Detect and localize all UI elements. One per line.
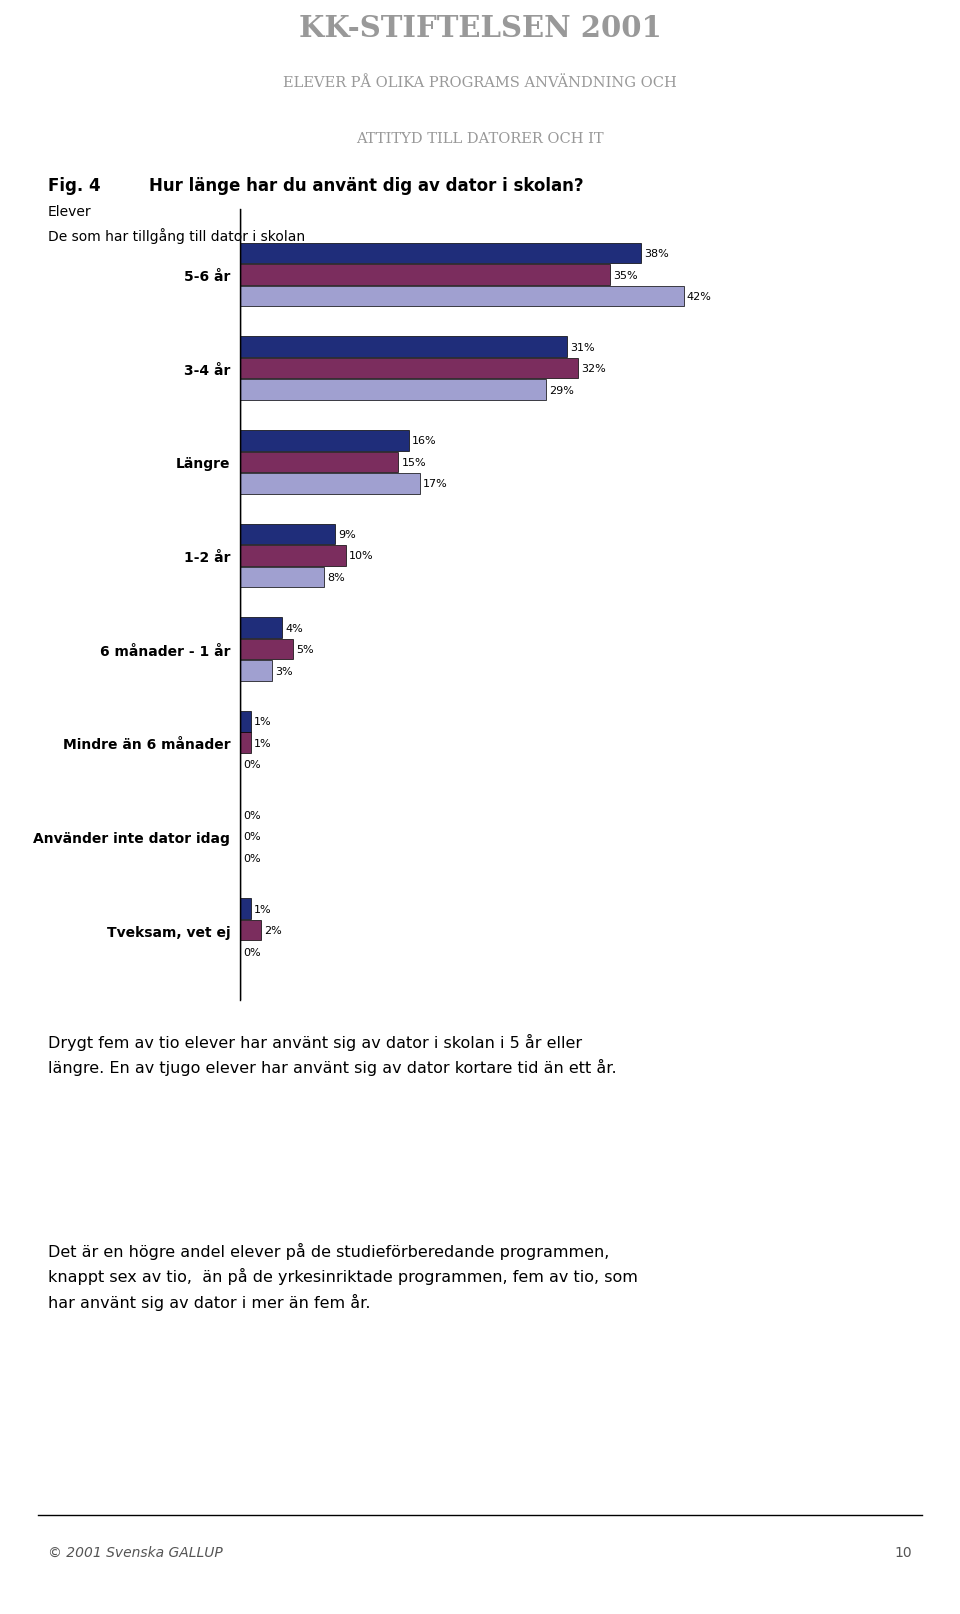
Text: 38%: 38%	[644, 249, 669, 258]
Text: 0%: 0%	[243, 854, 261, 863]
Bar	[240, 733, 251, 754]
Text: 0%: 0%	[243, 831, 261, 843]
Text: KK-STIFTELSEN 2001: KK-STIFTELSEN 2001	[299, 13, 661, 42]
Bar	[240, 920, 261, 941]
Text: Drygt fem av tio elever har använt sig av dator i skolan i 5 år eller
längre. En: Drygt fem av tio elever har använt sig a…	[48, 1033, 616, 1075]
Bar	[240, 452, 398, 473]
Bar	[240, 568, 324, 587]
Text: 42%: 42%	[686, 292, 711, 302]
Bar	[240, 662, 272, 681]
Text: 0%: 0%	[243, 810, 261, 820]
Text: © 2001 Svenska GALLUP: © 2001 Svenska GALLUP	[48, 1545, 223, 1559]
Bar	[240, 712, 251, 733]
Text: Hur länge har du använt dig av dator i skolan?: Hur länge har du använt dig av dator i s…	[149, 176, 584, 194]
Text: ELEVER PÅ OLIKA PROGRAMS ANVÄNDNING OCH: ELEVER PÅ OLIKA PROGRAMS ANVÄNDNING OCH	[283, 76, 677, 90]
Text: Fig. 4: Fig. 4	[48, 176, 101, 194]
Text: 3%: 3%	[275, 667, 293, 676]
Text: 17%: 17%	[422, 479, 447, 489]
Text: 0%: 0%	[243, 760, 261, 770]
Text: Det är en högre andel elever på de studieförberedande programmen,
knappt sex av : Det är en högre andel elever på de studi…	[48, 1243, 637, 1311]
Bar	[240, 381, 546, 400]
Text: 1%: 1%	[253, 717, 272, 726]
Text: 32%: 32%	[581, 363, 606, 374]
Text: 2%: 2%	[264, 925, 282, 936]
Text: 8%: 8%	[327, 573, 346, 583]
Text: 9%: 9%	[338, 529, 356, 539]
Bar	[240, 899, 251, 920]
Bar	[240, 265, 610, 286]
Text: 1%: 1%	[253, 738, 272, 749]
Bar	[240, 525, 335, 546]
Text: De som har tillgång till dator i skolan: De som har tillgång till dator i skolan	[48, 228, 305, 244]
Text: 35%: 35%	[612, 270, 637, 281]
Bar	[240, 546, 346, 567]
Bar	[240, 358, 578, 379]
Text: 4%: 4%	[285, 623, 303, 633]
Bar	[240, 475, 420, 494]
Text: 10: 10	[895, 1545, 912, 1559]
Bar	[240, 618, 282, 639]
Bar	[240, 287, 684, 307]
Text: 31%: 31%	[570, 342, 595, 352]
Bar	[240, 431, 409, 452]
Text: 29%: 29%	[549, 386, 574, 395]
Text: ATTITYD TILL DATORER OCH IT: ATTITYD TILL DATORER OCH IT	[356, 132, 604, 147]
Text: 16%: 16%	[412, 436, 437, 445]
Bar	[240, 244, 641, 265]
Bar	[240, 639, 293, 660]
Text: Elever: Elever	[48, 205, 91, 220]
Bar	[240, 337, 567, 358]
Text: 15%: 15%	[401, 457, 426, 468]
Text: 5%: 5%	[296, 644, 314, 655]
Text: 10%: 10%	[348, 550, 373, 562]
Text: 0%: 0%	[243, 947, 261, 957]
Text: 1%: 1%	[253, 904, 272, 914]
